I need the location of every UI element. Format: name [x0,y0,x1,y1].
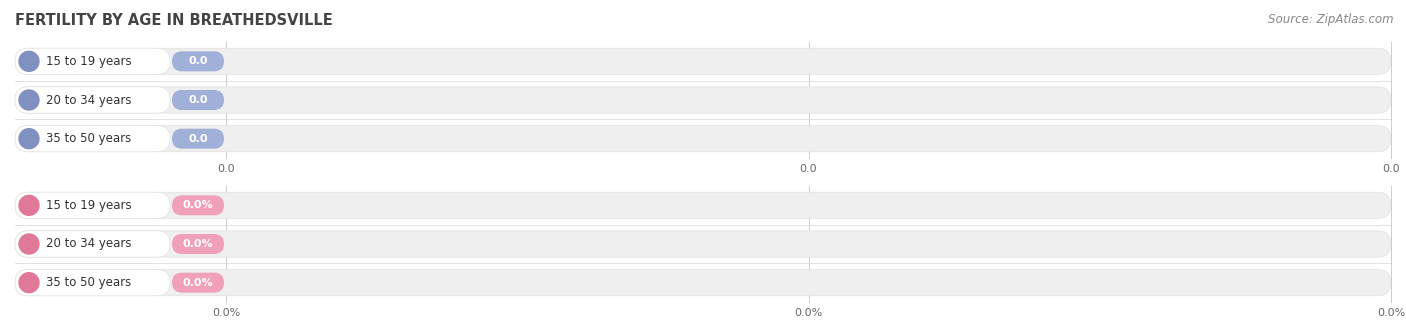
Circle shape [20,234,39,254]
Text: 20 to 34 years: 20 to 34 years [46,93,132,107]
Text: 0.0%: 0.0% [794,308,823,318]
FancyBboxPatch shape [15,192,170,218]
Circle shape [20,90,39,110]
FancyBboxPatch shape [15,270,170,296]
Text: 20 to 34 years: 20 to 34 years [46,238,132,250]
Text: FERTILITY BY AGE IN BREATHEDSVILLE: FERTILITY BY AGE IN BREATHEDSVILLE [15,13,333,28]
Circle shape [20,273,39,293]
Circle shape [20,51,39,71]
FancyBboxPatch shape [172,90,224,110]
FancyBboxPatch shape [15,87,170,113]
FancyBboxPatch shape [15,231,1391,257]
Text: 0.0%: 0.0% [183,200,214,210]
Text: 0.0: 0.0 [188,56,208,66]
FancyBboxPatch shape [15,125,170,152]
FancyBboxPatch shape [15,87,1391,113]
FancyBboxPatch shape [15,270,1391,296]
Text: 0.0%: 0.0% [183,239,214,249]
FancyBboxPatch shape [15,192,1391,218]
Text: 15 to 19 years: 15 to 19 years [46,55,132,68]
FancyBboxPatch shape [172,273,224,293]
Text: 0.0%: 0.0% [212,308,240,318]
Circle shape [20,195,39,215]
Text: 35 to 50 years: 35 to 50 years [46,276,131,289]
Text: 0.0: 0.0 [188,134,208,144]
Text: Source: ZipAtlas.com: Source: ZipAtlas.com [1268,13,1393,26]
Text: 0.0: 0.0 [1382,164,1400,174]
Text: 0.0%: 0.0% [183,278,214,288]
FancyBboxPatch shape [15,48,1391,75]
FancyBboxPatch shape [15,231,170,257]
FancyBboxPatch shape [172,51,224,71]
FancyBboxPatch shape [172,195,224,215]
Circle shape [20,129,39,149]
FancyBboxPatch shape [15,125,1391,152]
Text: 15 to 19 years: 15 to 19 years [46,199,132,212]
FancyBboxPatch shape [172,234,224,254]
FancyBboxPatch shape [172,129,224,149]
Text: 0.0%: 0.0% [1376,308,1405,318]
Text: 0.0: 0.0 [217,164,235,174]
FancyBboxPatch shape [15,48,170,75]
Text: 35 to 50 years: 35 to 50 years [46,132,131,145]
Text: 0.0: 0.0 [800,164,817,174]
Text: 0.0: 0.0 [188,95,208,105]
